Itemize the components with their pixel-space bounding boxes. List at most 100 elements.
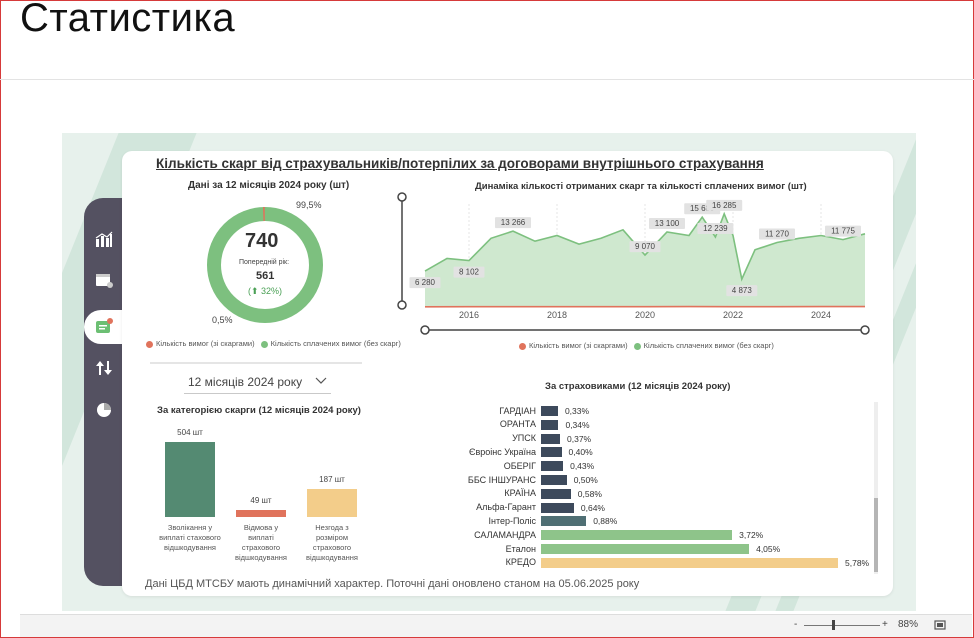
category-value-label: 504 шт — [177, 428, 203, 437]
data-label-bg — [629, 241, 661, 253]
pie-chart-icon[interactable] — [94, 400, 114, 420]
category-bar — [165, 442, 215, 517]
data-label: 15 689 — [690, 204, 715, 213]
period-dropdown-value: 12 місяців 2024 року — [188, 375, 303, 389]
insurer-value-label: 0,88% — [593, 516, 618, 527]
insurer-name-label: КРАЇНА — [504, 488, 536, 499]
insurer-name-label: САЛАМАНДРА — [474, 529, 536, 540]
dynamics-title: Динаміка кількості отриманих скарг та кі… — [475, 181, 807, 192]
data-label: 13 100 — [655, 219, 680, 228]
x-tick-label: 2022 — [723, 310, 743, 320]
status-bar: - + 88% — [20, 614, 972, 637]
data-label-bg — [453, 266, 485, 278]
chart-bars-icon[interactable] — [94, 230, 114, 250]
insurer-name-label: УПСК — [512, 433, 536, 444]
donut-prev-label: Попередній рік: — [239, 259, 290, 266]
legend-paid-marker — [260, 340, 268, 348]
chevron-down-icon — [315, 377, 327, 384]
data-label-bg — [825, 225, 861, 237]
insurer-bar — [541, 461, 564, 472]
page-title: Статистика — [20, 0, 236, 40]
donut-paid-pct: 99,5% — [296, 200, 322, 210]
insurer-name-label: Еталон — [505, 543, 536, 554]
donut-legend: Кількість вимог (зі скаргами) Кількість … — [146, 339, 401, 348]
data-label: 13 266 — [501, 218, 526, 227]
data-label-bg — [706, 199, 743, 211]
zoom-slider-track[interactable] — [804, 625, 880, 626]
insurer-value-label: 0,37% — [567, 433, 592, 444]
zoom-slider-thumb[interactable] — [832, 620, 835, 630]
fit-page-icon[interactable] — [934, 619, 946, 631]
insurer-name-label: Інтер-Поліс — [488, 515, 536, 526]
x-tick-label: 2024 — [811, 310, 831, 320]
donut-complaints-pct: 0,5% — [212, 315, 233, 325]
insurer-value-label: 0,33% — [564, 406, 590, 416]
data-label: 8 102 — [459, 268, 480, 277]
insurer-value-label: 0,58% — [577, 488, 602, 499]
insurer-bar — [541, 419, 559, 430]
donut-paid-arc — [207, 207, 323, 323]
insurer-bar — [541, 475, 567, 485]
dynamics-legend: Кількість вимог (зі скаргами) Кількість … — [519, 341, 774, 350]
insurer-bar — [541, 488, 571, 499]
insurer-name-label: ОБЕРІГ — [503, 460, 536, 471]
donut-change: (⬆ 32%) — [248, 286, 283, 296]
category-bar — [236, 509, 286, 517]
insurer-value-label: 4,05% — [756, 544, 781, 554]
donut-complaints-arc — [207, 207, 323, 323]
report-title: Кількість скарг від страхувальників/поте… — [156, 156, 764, 171]
legend-paid-marker-2 — [633, 342, 641, 350]
insurer-bar — [541, 516, 587, 527]
insurers-title: За страховиками (12 місяців 2024 року) — [545, 381, 731, 392]
donut-chart — [207, 207, 323, 323]
donut-total: 740 — [245, 230, 279, 252]
donut-title: Дані за 12 місяців 2024 року (шт) — [188, 180, 350, 191]
category-name-label: Зволікання у виплаті стахового відшкодув… — [159, 523, 221, 552]
data-label: 4 873 — [732, 286, 753, 295]
complaints-report-icon[interactable] — [94, 317, 114, 337]
categories-title: За категорією скарги (12 місяців 2024 ро… — [157, 405, 361, 416]
vertical-range-handle-top[interactable] — [397, 192, 407, 202]
data-label-bg — [759, 228, 795, 240]
paid-series-line — [424, 211, 866, 282]
insurer-name-label: ОРАНТА — [499, 419, 536, 430]
data-label-bg — [726, 285, 758, 297]
insurer-bar — [541, 447, 562, 458]
data-label: 12 239 — [703, 224, 728, 233]
date-range-handle-end[interactable] — [860, 325, 870, 335]
category-bar — [307, 489, 357, 517]
insurer-bar — [541, 544, 750, 554]
insurer-bar — [541, 502, 574, 513]
sort-arrows-icon[interactable] — [94, 358, 114, 378]
category-value-label: 187 шт — [319, 475, 345, 485]
legend-complaints-marker — [146, 340, 153, 348]
legend-complaints-marker-2 — [519, 342, 526, 350]
zoom-in-button[interactable]: + — [882, 619, 888, 630]
insurers-scrollbar[interactable] — [874, 402, 878, 574]
insurer-value-label: 5,78% — [845, 557, 870, 568]
insurer-name-label: ББС ІНШУРАНС — [467, 474, 536, 485]
category-name-label: Відмова у виплаті страхового відшкодуван… — [235, 523, 287, 562]
insurer-name-label: Альфа-Гарант — [476, 502, 536, 513]
calendar-icon[interactable] — [94, 270, 114, 290]
title-divider — [0, 79, 974, 80]
period-dropdown[interactable]: 12 місяців 2024 року — [184, 371, 331, 394]
data-label-bg — [697, 222, 734, 234]
zoom-level: 88% — [898, 619, 919, 630]
paid-area-fill — [425, 213, 865, 307]
data-label: 9 070 — [635, 242, 656, 251]
insurer-value-label: 3,72% — [739, 530, 764, 541]
data-label-bg — [649, 218, 685, 230]
vertical-range-handle-bottom[interactable] — [397, 300, 407, 310]
data-label-bg — [495, 217, 531, 229]
data-label: 6 280 — [415, 278, 436, 287]
section-divider — [150, 362, 362, 364]
insurers-scrollbar-thumb[interactable] — [874, 498, 878, 572]
date-range-handle-start[interactable] — [420, 325, 430, 335]
footer-note: Дані ЦБД МТСБУ мають динамічний характер… — [145, 578, 640, 590]
category-value-label: 49 шт — [250, 495, 272, 505]
data-label: 16 285 — [712, 201, 737, 210]
zoom-out-button[interactable]: - — [794, 619, 798, 630]
insurer-value-label: 0,43% — [570, 461, 595, 472]
insurer-bar — [541, 433, 560, 444]
